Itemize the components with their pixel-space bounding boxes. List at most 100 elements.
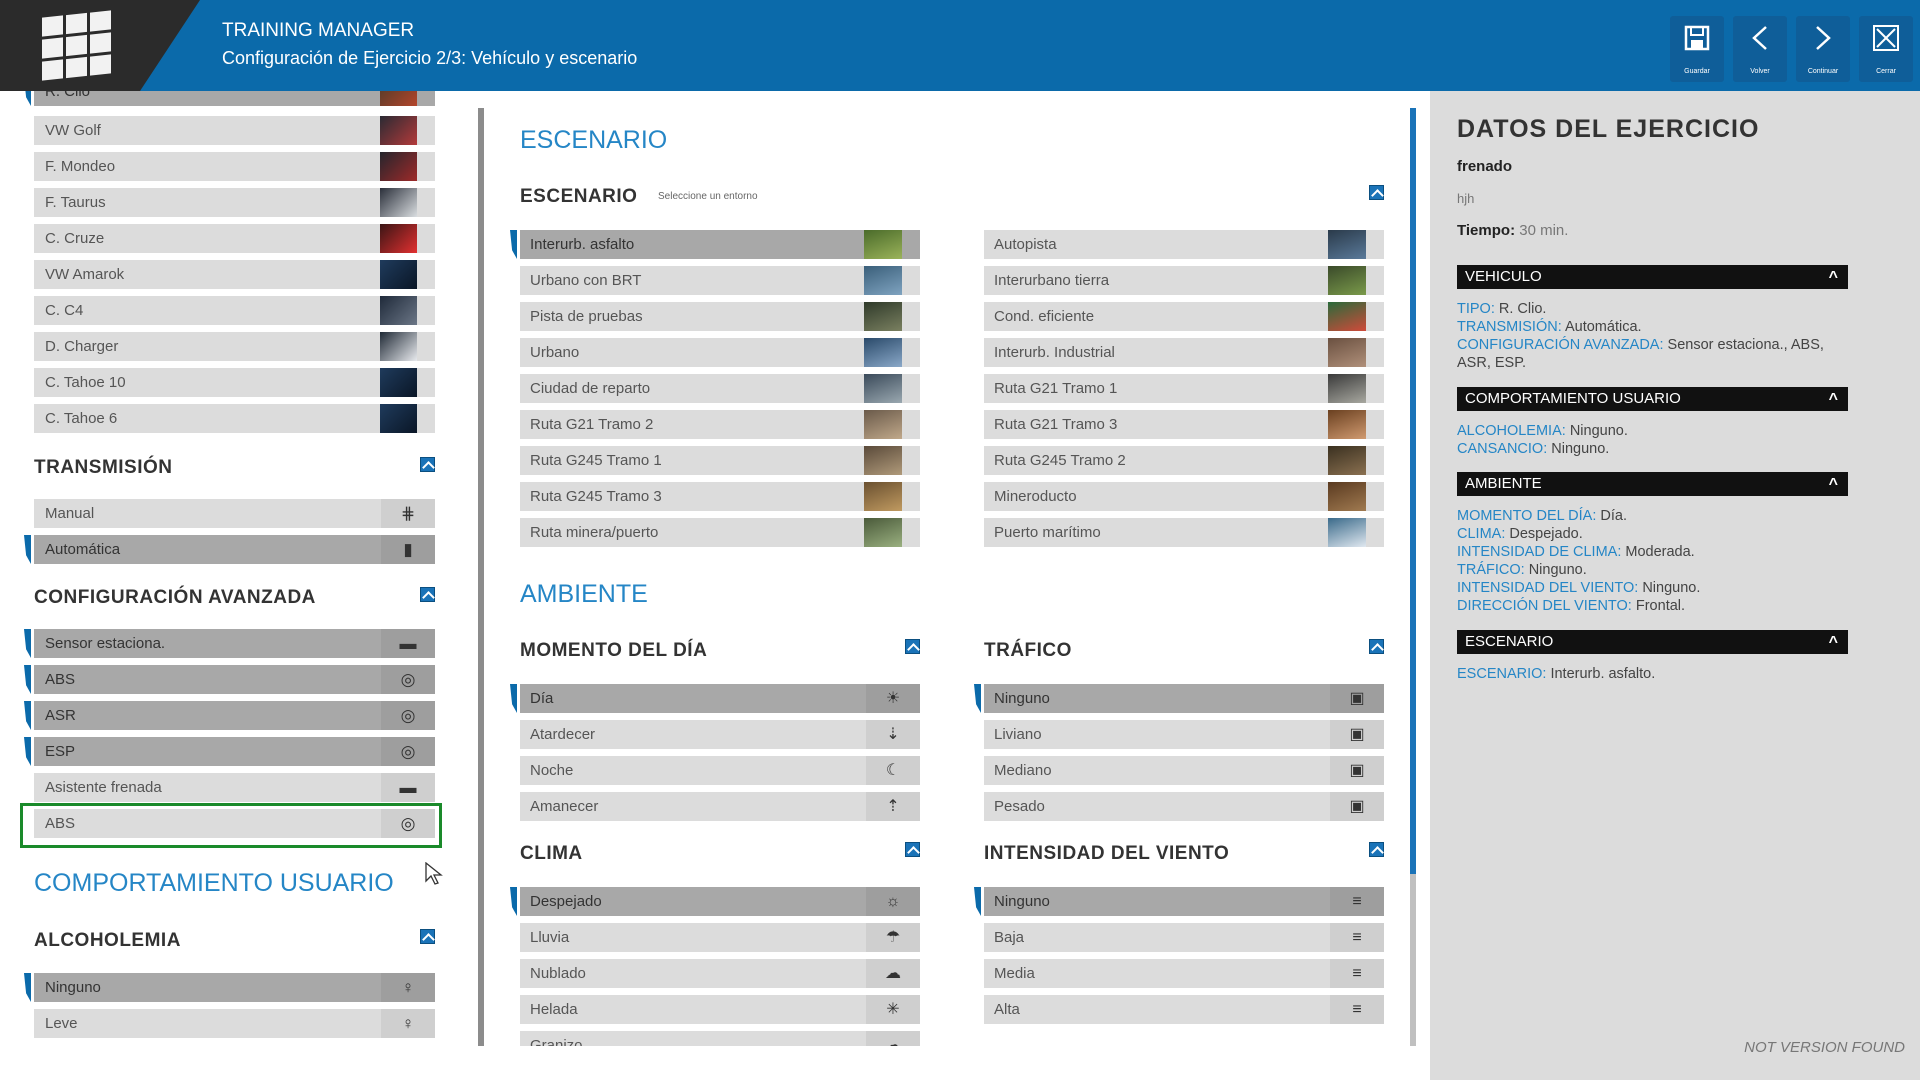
asr-icon: ◎ [381, 701, 435, 730]
vehicle-item[interactable]: C. C4 [34, 296, 435, 325]
wind-option[interactable]: Baja ≡ [984, 923, 1384, 952]
scenario-thumbnail [1328, 266, 1366, 295]
wind-icon: ≡ [1330, 995, 1384, 1024]
advanced-option[interactable]: Asistente frenada ▬ [34, 773, 435, 802]
alcohol-option[interactable]: Leve ♀ [34, 1009, 435, 1038]
weather-option[interactable]: Nublado ☁ [520, 959, 920, 988]
advanced-option[interactable]: ASR ◎ [24, 701, 435, 730]
selected-marker [510, 684, 517, 713]
time-of-day-title: MOMENTO DEL DÍA [520, 640, 708, 661]
collapse-icon[interactable] [420, 457, 435, 472]
collapse-icon[interactable] [1369, 185, 1384, 200]
scenario-section-header[interactable]: ESCENARIO [1457, 630, 1848, 655]
scenario-l-option[interactable]: Interurb. asfalto [510, 230, 920, 259]
vehicle-item[interactable]: D. Charger [34, 332, 435, 361]
scenario-r-option[interactable]: Ruta G21 Tramo 1 [984, 374, 1384, 403]
collapse-icon[interactable] [905, 842, 920, 857]
back-button[interactable]: Volver [1733, 16, 1787, 82]
page-subtitle: Configuración de Ejercicio 2/3: Vehículo… [222, 48, 638, 68]
close-label: Cerrar [1876, 68, 1896, 75]
scenario-l-option[interactable]: Ruta G21 Tramo 2 [520, 410, 920, 439]
traffic-icon: ▣ [1330, 720, 1384, 749]
collapse-icon[interactable] [420, 929, 435, 944]
manual-gear-icon: ⋕ [381, 499, 435, 528]
weather-option[interactable]: Despejado ☼ [510, 887, 920, 916]
time-option[interactable]: Atardecer ⇣ [520, 720, 920, 749]
scenario-l-option[interactable]: Ruta minera/puerto [520, 518, 920, 547]
vehicle-item[interactable]: C. Cruze [34, 224, 435, 253]
option-label: Ciudad de reparto [530, 380, 651, 397]
option-label: Interurb. Industrial [994, 344, 1115, 361]
advanced-option[interactable]: ABS ◎ [34, 809, 435, 838]
transmission-option[interactable]: Automática ▮ [24, 535, 435, 564]
scenario-r-option[interactable]: Autopista [984, 230, 1384, 259]
save-button[interactable]: Guardar [1670, 16, 1724, 82]
scenario-r-option[interactable]: Interurbano tierra [984, 266, 1384, 295]
option-label: Urbano con BRT [530, 272, 642, 289]
collapse-icon[interactable] [1369, 639, 1384, 654]
collapse-icon[interactable] [905, 639, 920, 654]
wind-option[interactable]: Media ≡ [984, 959, 1384, 988]
traffic-option[interactable]: Mediano ▣ [984, 756, 1384, 785]
wind-option[interactable]: Alta ≡ [984, 995, 1384, 1024]
vehicle-item[interactable]: VW Golf [34, 116, 435, 145]
scenario-l-option[interactable]: Ciudad de reparto [520, 374, 920, 403]
transmission-option[interactable]: Manual ⋕ [34, 499, 435, 528]
environment-summary: MOMENTO DEL DÍA: Día. CLIMA: Despejado. … [1457, 508, 1701, 614]
weather-title: CLIMA [520, 843, 583, 864]
automatic-gear-icon: ▮ [381, 535, 435, 564]
scenario-r-option[interactable]: Puerto marítimo [984, 518, 1384, 547]
scenario-r-option[interactable]: Cond. eficiente [984, 302, 1384, 331]
advanced-option[interactable]: Sensor estaciona. ▬ [24, 629, 435, 658]
option-label: Día [530, 690, 554, 707]
option-label: Media [994, 965, 1035, 982]
vehicle-item[interactable]: C. Tahoe 10 [34, 368, 435, 397]
close-button[interactable]: Cerrar [1859, 16, 1913, 82]
brake-assist-icon: ▬ [381, 773, 435, 802]
exercise-time: Tiempo: 30 min. [1457, 222, 1569, 239]
traffic-option[interactable]: Liviano ▣ [984, 720, 1384, 749]
scenario-l-option[interactable]: Ruta G245 Tramo 1 [520, 446, 920, 475]
vehicle-section-header[interactable]: VEHICULO [1457, 265, 1848, 290]
scenario-l-option[interactable]: Urbano [520, 338, 920, 367]
weather-option[interactable]: Lluvia ☂ [520, 923, 920, 952]
vehicle-item[interactable]: VW Amarok [34, 260, 435, 289]
time-option[interactable]: Noche ☾ [520, 756, 920, 785]
time-option[interactable]: Amanecer ⇡ [520, 792, 920, 821]
traffic-option[interactable]: Pesado ▣ [984, 792, 1384, 821]
back-label: Volver [1750, 68, 1770, 75]
scrollbar[interactable] [1410, 108, 1416, 1046]
vehicle-item[interactable]: F. Taurus [34, 188, 435, 217]
alcohol-option[interactable]: Ninguno ♀ [24, 973, 435, 1002]
scenario-r-option[interactable]: Mineroducto [984, 482, 1384, 511]
scenario-l-option[interactable]: Pista de pruebas [520, 302, 920, 331]
time-icon: ☾ [866, 756, 920, 785]
vehicle-config-panel[interactable]: R. Clio VW Golf F. Mondeo F. Taurus C. C… [0, 91, 450, 1080]
collapse-icon[interactable] [1369, 842, 1384, 857]
option-label: Cond. eficiente [994, 308, 1095, 325]
scenario-r-option[interactable]: Interurb. Industrial [984, 338, 1384, 367]
option-label: Ninguno [994, 893, 1050, 910]
abs-icon: ◎ [381, 809, 435, 838]
vehicle-item[interactable]: R. Clio [24, 91, 435, 106]
scenario-l-option[interactable]: Ruta G245 Tramo 3 [520, 482, 920, 511]
exercise-summary-panel: DATOS DEL EJERCICIO frenado hjh Tiempo: … [1430, 91, 1920, 1080]
scenario-r-option[interactable]: Ruta G21 Tramo 3 [984, 410, 1384, 439]
environment-section-header[interactable]: AMBIENTE [1457, 472, 1848, 497]
vehicle-item[interactable]: C. Tahoe 6 [34, 404, 435, 433]
advanced-option[interactable]: ESP ◎ [24, 737, 435, 766]
highlight-box [20, 803, 442, 848]
scenario-r-option[interactable]: Ruta G245 Tramo 2 [984, 446, 1384, 475]
car-thumbnail [380, 188, 417, 217]
continue-button[interactable]: Continuar [1796, 16, 1850, 82]
wind-option[interactable]: Ninguno ≡ [974, 887, 1384, 916]
vehicle-item[interactable]: F. Mondeo [34, 152, 435, 181]
weather-option[interactable]: Helada ✳ [520, 995, 920, 1024]
advanced-option[interactable]: ABS ◎ [24, 665, 435, 694]
time-option[interactable]: Día ☀ [510, 684, 920, 713]
traffic-option[interactable]: Ninguno ▣ [974, 684, 1384, 713]
option-label: Despejado [530, 893, 602, 910]
collapse-icon[interactable] [420, 587, 435, 602]
behaviour-section-header[interactable]: COMPORTAMIENTO USUARIO [1457, 387, 1848, 412]
scenario-l-option[interactable]: Urbano con BRT [520, 266, 920, 295]
